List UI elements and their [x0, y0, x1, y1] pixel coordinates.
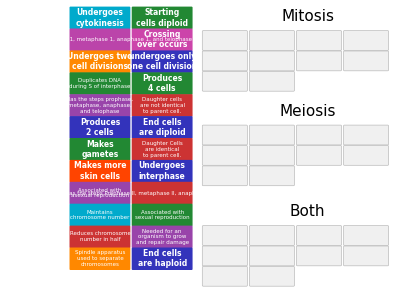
FancyBboxPatch shape	[70, 204, 130, 226]
FancyBboxPatch shape	[202, 166, 247, 186]
FancyBboxPatch shape	[70, 72, 130, 95]
FancyBboxPatch shape	[132, 160, 192, 182]
FancyBboxPatch shape	[202, 31, 247, 50]
FancyBboxPatch shape	[296, 125, 342, 145]
FancyBboxPatch shape	[344, 226, 388, 245]
FancyBboxPatch shape	[70, 226, 130, 248]
FancyBboxPatch shape	[296, 31, 342, 50]
FancyBboxPatch shape	[70, 182, 130, 204]
Text: Crossing
over occurs: Crossing over occurs	[137, 30, 187, 50]
Text: Associated with
asexual reproduction: Associated with asexual reproduction	[71, 188, 129, 199]
Text: Undergoes
interphase: Undergoes interphase	[139, 161, 186, 181]
Text: Mitosis: Mitosis	[281, 9, 334, 24]
FancyBboxPatch shape	[202, 146, 247, 165]
FancyBboxPatch shape	[70, 50, 130, 73]
FancyBboxPatch shape	[296, 51, 342, 71]
FancyBboxPatch shape	[249, 125, 294, 145]
Text: Starting
cells diploid: Starting cells diploid	[136, 8, 188, 28]
FancyBboxPatch shape	[344, 146, 388, 165]
FancyBboxPatch shape	[202, 266, 247, 286]
Text: Meiosis: Meiosis	[279, 103, 336, 118]
FancyBboxPatch shape	[70, 7, 130, 29]
Text: Makes more
skin cells: Makes more skin cells	[74, 161, 126, 181]
Text: undergoes only
one cell division: undergoes only one cell division	[127, 52, 197, 71]
FancyBboxPatch shape	[202, 125, 247, 145]
FancyBboxPatch shape	[202, 226, 247, 245]
Text: Daughter Cells
are identical
to parent cell.: Daughter Cells are identical to parent c…	[142, 141, 182, 158]
FancyBboxPatch shape	[70, 116, 130, 139]
Text: Has the steps Prophase 1, metaphase 1, anaphase 1, and telophase 1: Has the steps Prophase 1, metaphase 1, a…	[3, 37, 197, 42]
FancyBboxPatch shape	[70, 138, 130, 160]
Text: Produces
2 cells: Produces 2 cells	[80, 118, 120, 137]
FancyBboxPatch shape	[70, 160, 130, 182]
FancyBboxPatch shape	[202, 71, 247, 91]
FancyBboxPatch shape	[296, 246, 342, 266]
FancyBboxPatch shape	[296, 226, 342, 245]
FancyBboxPatch shape	[132, 138, 192, 160]
FancyBboxPatch shape	[132, 116, 192, 139]
Text: Associated with
sexual reproduction: Associated with sexual reproduction	[135, 209, 190, 220]
Text: Daughter cells
are not identical
to parent cell.: Daughter cells are not identical to pare…	[140, 97, 185, 114]
Text: Needed for an
organism to grow
and repair damage: Needed for an organism to grow and repai…	[136, 229, 189, 245]
FancyBboxPatch shape	[344, 51, 388, 71]
FancyBboxPatch shape	[70, 94, 130, 117]
FancyBboxPatch shape	[296, 146, 342, 165]
FancyBboxPatch shape	[344, 31, 388, 50]
FancyBboxPatch shape	[132, 50, 192, 73]
FancyBboxPatch shape	[70, 248, 130, 270]
FancyBboxPatch shape	[344, 246, 388, 266]
Text: Makes
gametes: Makes gametes	[81, 140, 118, 159]
Text: Has the steps Prophase II, metaphase II, anaphase II, and Telophase II: Has the steps Prophase II, metaphase II,…	[65, 190, 259, 196]
FancyBboxPatch shape	[132, 28, 192, 51]
Text: Spindle apparatus
used to separate
chromosomes: Spindle apparatus used to separate chrom…	[75, 250, 125, 267]
FancyBboxPatch shape	[249, 51, 294, 71]
FancyBboxPatch shape	[132, 226, 192, 248]
FancyBboxPatch shape	[249, 246, 294, 266]
FancyBboxPatch shape	[344, 125, 388, 145]
FancyBboxPatch shape	[132, 204, 192, 226]
FancyBboxPatch shape	[132, 182, 192, 204]
FancyBboxPatch shape	[249, 146, 294, 165]
Text: Undergoes
cytokinesis: Undergoes cytokinesis	[76, 8, 124, 28]
Text: Maintains
chromosome number: Maintains chromosome number	[70, 209, 130, 220]
FancyBboxPatch shape	[249, 266, 294, 286]
Text: End cells
are haploid: End cells are haploid	[138, 249, 187, 268]
Text: Reduces chromosome
number in half: Reduces chromosome number in half	[70, 232, 130, 242]
FancyBboxPatch shape	[132, 94, 192, 117]
Text: Has the steps prophase,
metaphase, anaphase,
and telophase: Has the steps prophase, metaphase, anaph…	[66, 97, 134, 114]
FancyBboxPatch shape	[202, 51, 247, 71]
Text: End cells
are diploid: End cells are diploid	[139, 118, 186, 137]
Text: Produces
4 cells: Produces 4 cells	[142, 74, 182, 93]
Text: Both: Both	[290, 204, 325, 219]
FancyBboxPatch shape	[132, 7, 192, 29]
FancyBboxPatch shape	[70, 28, 130, 51]
FancyBboxPatch shape	[249, 71, 294, 91]
Text: Duplicates DNA
during S of interphase: Duplicates DNA during S of interphase	[69, 78, 131, 89]
FancyBboxPatch shape	[249, 166, 294, 186]
FancyBboxPatch shape	[132, 248, 192, 270]
FancyBboxPatch shape	[132, 72, 192, 95]
FancyBboxPatch shape	[249, 226, 294, 245]
FancyBboxPatch shape	[202, 246, 247, 266]
FancyBboxPatch shape	[249, 31, 294, 50]
Text: Undergoes two
cell divisions: Undergoes two cell divisions	[67, 52, 133, 71]
